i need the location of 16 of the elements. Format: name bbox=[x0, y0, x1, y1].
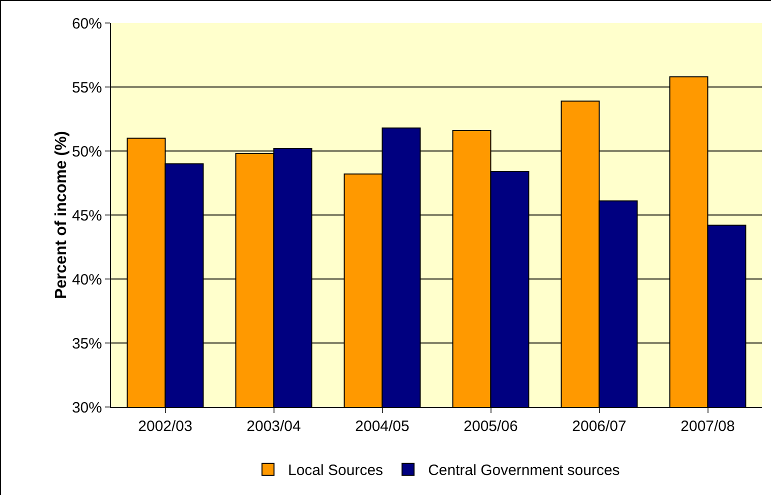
y-tick-label: 50% bbox=[72, 143, 102, 160]
y-tick-label: 40% bbox=[72, 271, 102, 288]
y-tick-label: 35% bbox=[72, 335, 102, 352]
y-tick-label: 55% bbox=[72, 79, 102, 96]
y-axis-title: Percent of income (%) bbox=[52, 130, 70, 300]
x-tick-label: 2005/06 bbox=[464, 418, 518, 435]
y-tick-label: 30% bbox=[72, 399, 102, 416]
x-tick-label: 2007/08 bbox=[680, 418, 735, 435]
legend-label: Local Sources bbox=[288, 462, 384, 480]
x-tick-label: 2006/07 bbox=[572, 418, 626, 435]
x-tick-label: 2004/05 bbox=[355, 418, 410, 435]
x-tick-label: 2002/03 bbox=[138, 418, 192, 435]
legend-label: Central Government sources bbox=[428, 462, 620, 480]
y-tick-label: 45% bbox=[72, 207, 102, 224]
y-tick-label: 60% bbox=[72, 15, 102, 32]
x-tick-label: 2003/04 bbox=[246, 418, 301, 435]
